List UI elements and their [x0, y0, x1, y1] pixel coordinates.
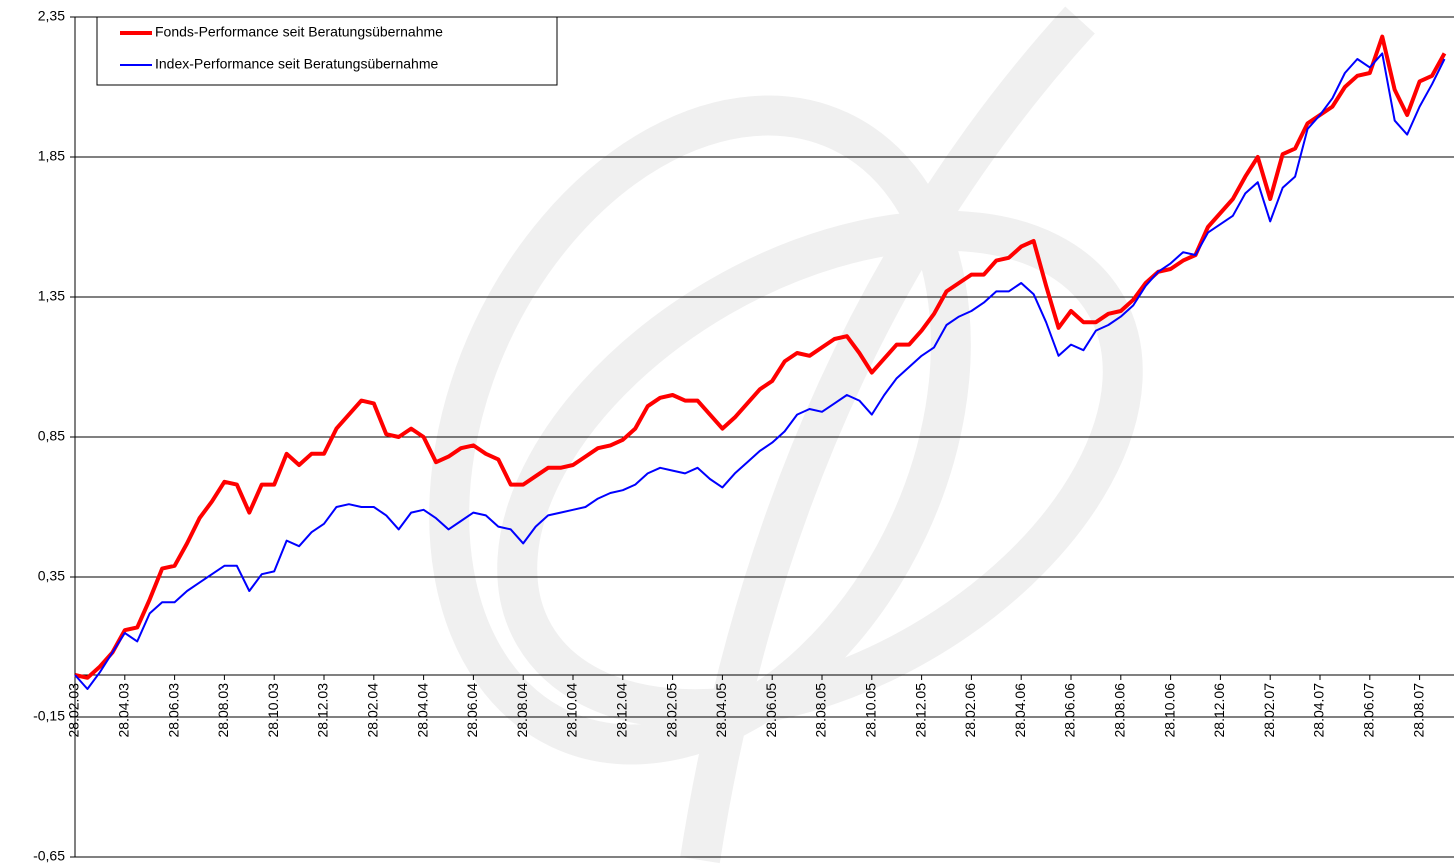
x-tick-label: 28.04.04 [414, 683, 430, 738]
x-tick-label: 28.10.06 [1161, 683, 1177, 738]
y-tick-label: -0,65 [33, 848, 65, 864]
y-tick-label: 0,85 [38, 428, 65, 444]
x-tick-label: 28.08.04 [514, 683, 530, 738]
x-tick-label: 28.12.06 [1211, 683, 1227, 738]
x-tick-label: 28.12.05 [912, 683, 928, 738]
legend-box [96, 16, 558, 86]
y-tick-label: -0,15 [33, 708, 65, 724]
x-tick-label: 28.06.03 [165, 683, 181, 738]
x-tick-label: 28.06.05 [763, 683, 779, 738]
x-tick-label: 28.04.03 [116, 683, 132, 738]
legend-label: Index-Performance seit Beratungsübernahm… [155, 56, 438, 72]
plot-area [70, 16, 1454, 858]
x-tick-label: 28.04.05 [713, 683, 729, 738]
x-tick-label: 28.12.04 [614, 683, 630, 738]
watermark [429, 6, 1143, 864]
x-tick-label: 28.12.03 [315, 683, 331, 738]
x-tick-label: 28.06.07 [1361, 683, 1377, 738]
x-tick-label: 28.06.06 [1062, 683, 1078, 738]
x-tick-label: 28.02.04 [365, 683, 381, 738]
x-tick-label: 28.08.05 [813, 683, 829, 738]
x-tick-label: 28.04.07 [1311, 683, 1327, 738]
x-tick-label: 28.02.06 [962, 683, 978, 738]
x-tick-label: 28.08.07 [1410, 683, 1426, 738]
y-tick-label: 0,35 [38, 568, 65, 584]
x-tick-label: 28.02.07 [1261, 683, 1277, 738]
x-tick-label: 28.04.06 [1012, 683, 1028, 738]
series-line [74, 52, 1446, 690]
x-tick-label: 28.02.05 [663, 683, 679, 738]
legend-label: Fonds-Performance seit Beratungsübernahm… [155, 24, 443, 40]
x-tick-label: 28.10.04 [564, 683, 580, 738]
x-tick-label: 28.08.06 [1112, 683, 1128, 738]
x-tick-label: 28.06.04 [464, 683, 480, 738]
x-tick-label: 28.02.03 [66, 683, 82, 738]
y-tick-label: 2,35 [38, 8, 65, 24]
series-line [74, 34, 1447, 680]
x-tick-label: 28.10.03 [265, 683, 281, 738]
y-tick-label: 1,85 [38, 148, 65, 164]
y-tick-label: 1,35 [38, 288, 65, 304]
x-tick-label: 28.10.05 [863, 683, 879, 738]
legend: Fonds-Performance seit Beratungsübernahm… [96, 16, 558, 86]
x-tick-label: 28.08.03 [215, 683, 231, 738]
